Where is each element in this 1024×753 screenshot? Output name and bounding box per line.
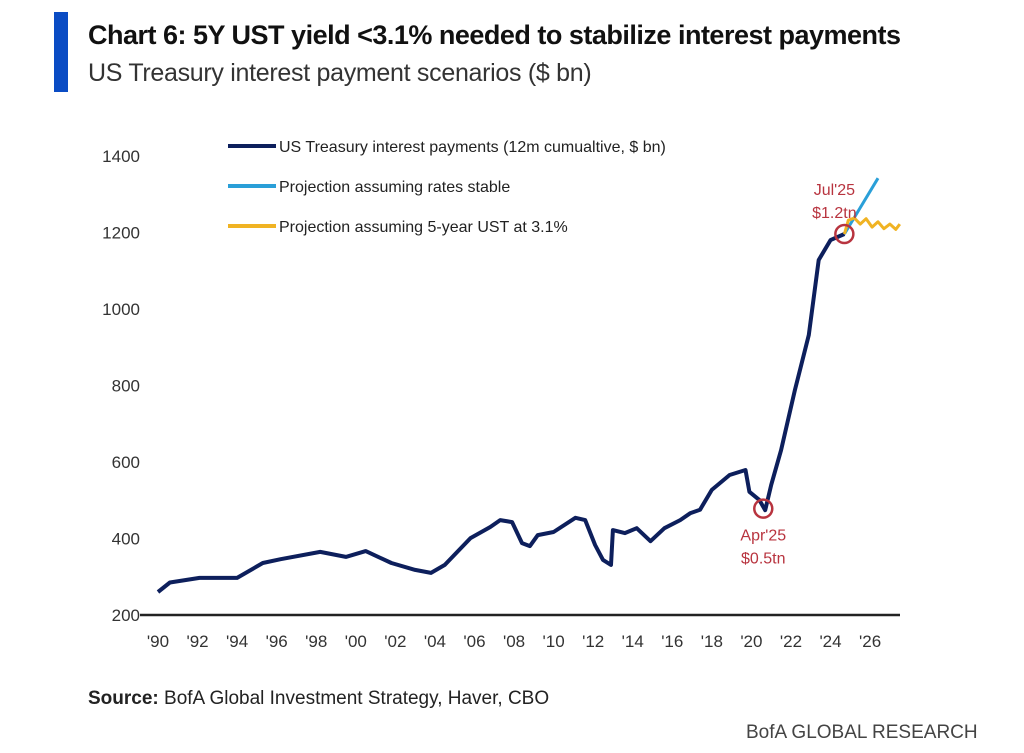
x-tick-label: '10 [543,632,565,651]
series-line-interest-payments [156,232,846,594]
y-tick-label: 800 [112,377,140,396]
source-text: BofA Global Investment Strategy, Haver, … [158,688,550,709]
brand-footer: BofA GLOBAL RESEARCH [746,722,978,743]
x-tick-label: '92 [186,632,208,651]
x-tick-label: '02 [384,632,406,651]
source-label: Source: [88,688,159,709]
annotation-marker [834,223,855,245]
x-tick-label: '18 [701,632,723,651]
x-tick-label: '04 [424,632,446,651]
x-tick-label: '08 [503,632,525,651]
legend-label: US Treasury interest payments (12m cumua… [279,139,666,156]
annotation-value: $1.2tn [812,205,856,222]
legend-label: Projection assuming rates stable [279,179,510,196]
x-tick-label: '22 [780,632,802,651]
x-tick-label: '94 [226,632,248,651]
x-tick-label: '06 [463,632,485,651]
y-tick-label: 1200 [102,224,140,243]
y-tick-label: 200 [112,606,140,625]
annotation-value: $0.5tn [741,551,785,568]
x-tick-label: '96 [266,632,288,651]
title-accent-bar [54,12,68,92]
annotation-label: Jul'25 [814,182,855,199]
y-tick-label: 600 [112,453,140,472]
chart-title: Chart 6: 5Y UST yield <3.1% needed to st… [88,20,901,50]
annotation-label: Apr'25 [740,528,786,545]
source-note: Source: BofA Global Investment Strategy,… [88,688,549,710]
y-tick-label: 1000 [102,300,140,319]
y-tick-label: 400 [112,530,140,549]
x-tick-label: '90 [147,632,169,651]
x-tick-label: '12 [582,632,604,651]
x-tick-label: '98 [305,632,327,651]
chart-subtitle: US Treasury interest payment scenarios (… [88,59,592,87]
x-tick-label: '20 [740,632,762,651]
x-tick-label: '16 [661,632,683,651]
x-tick-label: '14 [622,632,644,651]
x-tick-label: '26 [859,632,881,651]
series-line-ust-3-1 [842,216,901,235]
series-line-rates-stable [843,177,880,235]
x-tick-label: '24 [819,632,841,651]
x-tick-label: '00 [345,632,367,651]
legend-label: Projection assuming 5-year UST at 3.1% [279,219,568,236]
annotation-marker [753,498,774,519]
y-tick-label: 1400 [102,147,140,166]
